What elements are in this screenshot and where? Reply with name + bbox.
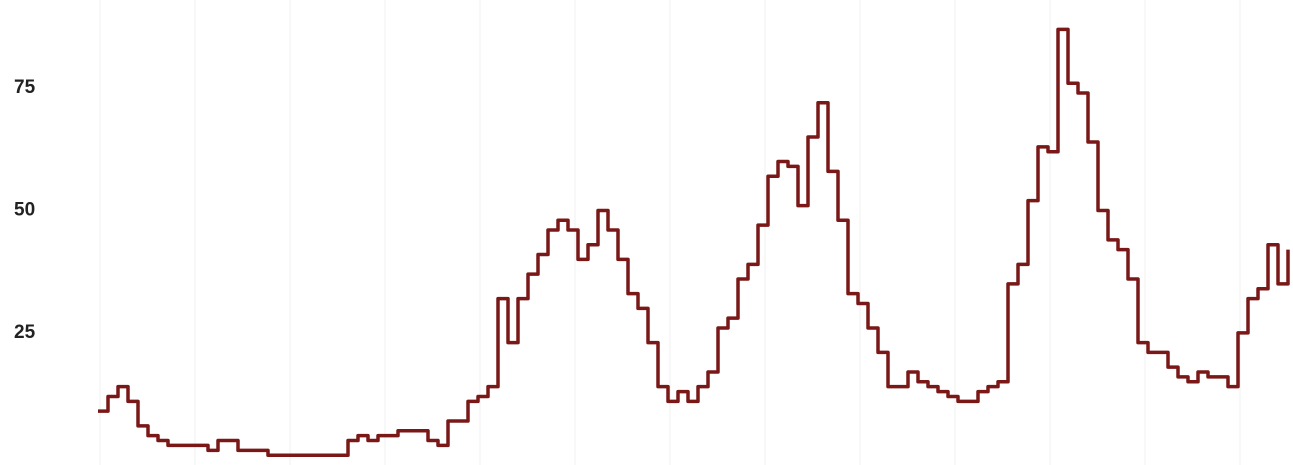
y-tick-label: 75: [14, 77, 36, 98]
data-line: [98, 27, 1290, 457]
y-tick-label: 50: [14, 199, 35, 220]
y-tick-label: 25: [14, 322, 36, 343]
